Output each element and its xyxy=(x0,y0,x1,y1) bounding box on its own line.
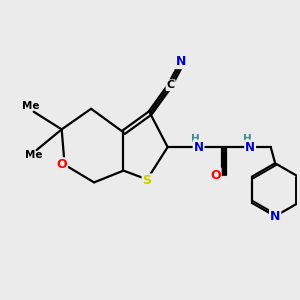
Text: Me: Me xyxy=(25,150,42,160)
Text: N: N xyxy=(194,141,204,154)
Text: N: N xyxy=(176,55,186,68)
Text: S: S xyxy=(142,174,152,188)
Text: C: C xyxy=(167,80,175,90)
Text: Me: Me xyxy=(22,101,40,111)
Text: H: H xyxy=(191,134,200,144)
Text: N: N xyxy=(245,141,255,154)
Text: O: O xyxy=(56,158,67,171)
Text: H: H xyxy=(243,134,251,144)
Text: N: N xyxy=(270,210,280,223)
Text: O: O xyxy=(210,169,221,182)
